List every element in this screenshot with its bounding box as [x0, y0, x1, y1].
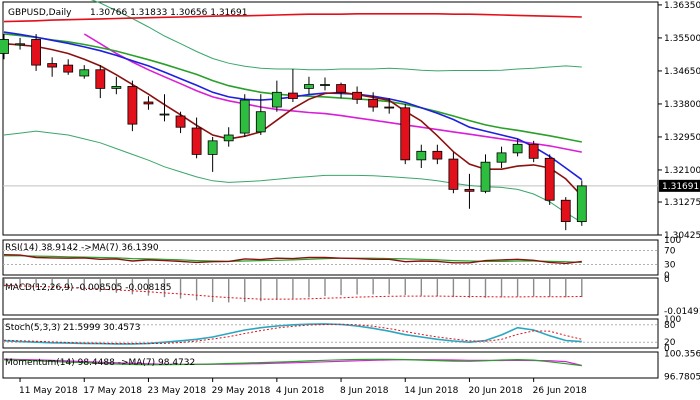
price-axis-label: 1.30425	[664, 231, 700, 241]
stoch-axis-label: 100	[664, 315, 681, 325]
stoch-title: Stoch(5,3,3) 21.5999 30.4573	[5, 323, 140, 333]
candle-body	[15, 43, 25, 46]
candle-body	[496, 152, 507, 163]
rsi-ma-line	[4, 255, 582, 263]
candle-body	[560, 199, 571, 223]
price-axis-label: 1.31275	[664, 198, 700, 208]
candle-body	[255, 111, 266, 133]
x-axis-label: 14 Jun 2018	[404, 386, 458, 396]
momentum-axis-label: 100.3566	[664, 349, 700, 359]
price-axis-label: 1.32950	[664, 133, 700, 143]
rsi-line	[3, 254, 582, 265]
last-price-tag: 1.31691	[659, 179, 700, 192]
candle-body	[127, 86, 138, 125]
last-price-label: 1.31691	[662, 182, 699, 192]
price-axis-label: 1.33800	[664, 100, 700, 110]
candle-body	[159, 113, 170, 116]
candle-body	[111, 86, 122, 89]
stoch-signal-line	[3, 323, 582, 345]
candle-body	[416, 150, 427, 161]
x-axis-label: 23 May 2018	[147, 386, 206, 396]
momentum-title: Momentum(14) 98.4488 ->MA(7) 98.4732	[5, 358, 195, 368]
candle-body	[384, 106, 395, 109]
candle-body	[239, 99, 250, 134]
candle-body	[336, 84, 346, 93]
x-axis-label: 11 May 2018	[19, 386, 78, 396]
candle-body	[352, 91, 363, 100]
pane-frame-main	[2, 1, 659, 236]
candle-body	[47, 63, 58, 68]
candle-body	[175, 115, 186, 128]
macd-title: MACD(12,26,9) -0.008505 -0.008185	[5, 283, 171, 293]
rsi-axis-label: 0	[664, 271, 670, 281]
pane-frame-stoch	[2, 318, 659, 349]
stoch-axis-label: 20	[664, 338, 676, 348]
candle-body	[63, 64, 74, 73]
momentum-axis-label: 96.7805	[664, 373, 700, 383]
sma-pink-line	[83, 33, 582, 153]
price-axis-label: 1.35500	[664, 34, 700, 44]
rsi-axis-label: 70	[664, 247, 676, 257]
pane-frame-macd	[2, 277, 659, 316]
pane-frame-rsi	[2, 239, 659, 276]
rsi-axis-label: 30	[664, 261, 676, 271]
candle-body	[223, 134, 234, 142]
macd-axis-label: -0.014917	[664, 307, 700, 317]
rsi-title: RSI(14) 38.9142 ->MA(7) 36.1390	[5, 243, 159, 253]
candle-body	[79, 69, 90, 77]
candle-body	[448, 158, 459, 190]
candle-body	[31, 39, 42, 66]
x-axis-label: 20 Jun 2018	[468, 386, 522, 396]
candle-body	[95, 69, 106, 89]
x-axis-label: 26 Jun 2018	[533, 386, 587, 396]
candle-body	[368, 98, 379, 108]
pane-frame-mom	[2, 351, 659, 379]
rsi-axis-label: 100	[664, 236, 681, 246]
candle-body	[464, 188, 475, 192]
candle-body	[576, 185, 587, 223]
stoch-axis-label: 80	[664, 321, 676, 331]
candle-body	[512, 143, 523, 154]
stoch-axis-label: 0	[664, 344, 670, 354]
symbol-label: GBPUSD,Daily	[8, 8, 72, 18]
candle-body	[287, 92, 298, 99]
x-axis-label: 8 Jun 2018	[340, 386, 389, 396]
candle-body	[528, 143, 539, 159]
candle-body	[143, 101, 154, 105]
momentum-line	[3, 358, 582, 367]
x-axis-label: 17 May 2018	[83, 386, 142, 396]
price-axis-label: 1.36350	[664, 1, 700, 11]
candle-body	[271, 91, 282, 108]
candle-body	[0, 39, 9, 54]
candle-body	[207, 140, 218, 155]
last-price-box	[659, 179, 700, 192]
candle-body	[320, 84, 330, 86]
candle-body	[304, 84, 314, 89]
macd-axis-label: 0	[664, 275, 670, 285]
candle-body	[400, 107, 411, 161]
candle-body	[432, 150, 443, 160]
price-axis-label: 1.32100	[664, 166, 700, 176]
x-axis-label: 4 Jun 2018	[276, 386, 325, 396]
ohlc-label: 1.30766 1.31833 1.30656 1.31691	[90, 8, 247, 18]
price-axis-label: 1.34650	[664, 67, 700, 77]
candle-body	[480, 161, 491, 192]
candle-body	[544, 157, 555, 201]
macd-signal-line	[3, 284, 582, 300]
sma-red-line	[3, 13, 582, 23]
candle-body	[191, 127, 202, 155]
x-axis-label: 29 May 2018	[212, 386, 271, 396]
